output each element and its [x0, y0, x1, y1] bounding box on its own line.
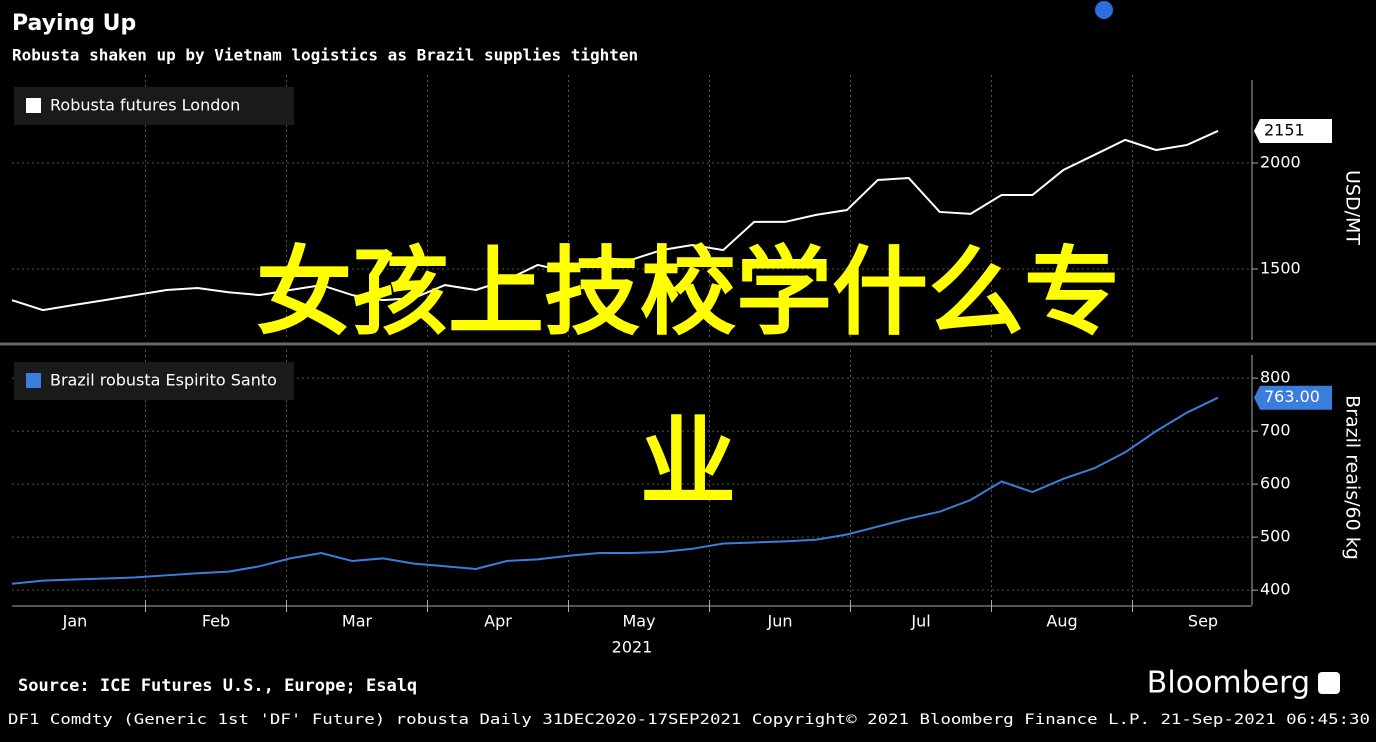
- brand-icon: [1318, 672, 1340, 694]
- source: Source: ICE Futures U.S., Europe; Esalq: [18, 676, 417, 696]
- value-label: 763.00: [1264, 387, 1320, 406]
- overlay-text: 业: [640, 409, 736, 516]
- legend-swatch: [26, 373, 41, 388]
- brand: Bloomberg: [1147, 666, 1310, 701]
- y-axis-label: USD/MT: [1342, 170, 1364, 245]
- x-tick-label: Jul: [910, 612, 930, 631]
- x-tick-label: May: [622, 612, 655, 631]
- x-tick-label: Sep: [1188, 612, 1218, 631]
- y-tick-label: 2000: [1260, 152, 1301, 171]
- y-tick-label: 500: [1260, 527, 1291, 546]
- chart-title: Paying Up: [12, 11, 136, 36]
- value-tag: [1254, 118, 1332, 143]
- legend-swatch: [26, 98, 41, 113]
- footer: DF1 Comdty (Generic 1st 'DF' Future) rob…: [8, 712, 1370, 728]
- y-tick-label: 800: [1260, 368, 1291, 387]
- x-tick-label: Jan: [62, 612, 88, 631]
- value-tag: [1254, 385, 1332, 410]
- x-tick-label: Mar: [342, 612, 373, 631]
- legend-label: Robusta futures London: [50, 96, 240, 115]
- x-year: 2021: [612, 638, 653, 657]
- x-tick-label: Feb: [202, 612, 230, 631]
- y-tick-label: 1500: [1260, 258, 1301, 277]
- legend-box: [14, 362, 294, 400]
- x-tick-label: Aug: [1046, 612, 1077, 631]
- legend-label: Brazil robusta Espirito Santo: [50, 371, 277, 390]
- x-tick-label: Jun: [767, 612, 793, 631]
- y-tick-label: 400: [1260, 580, 1291, 599]
- legend-box: [14, 87, 294, 125]
- y-axis-label: Brazil reais/60 kg: [1342, 395, 1364, 560]
- y-tick-label: 600: [1260, 474, 1291, 493]
- x-tick-label: Apr: [484, 612, 512, 631]
- value-label: 2151: [1264, 120, 1305, 139]
- line: [11, 130, 1219, 312]
- y-tick-label: 700: [1260, 421, 1291, 440]
- chart-subtitle: Robusta shaken up by Vietnam logistics a…: [12, 46, 638, 65]
- overlay-text: 女孩上技校学什么专: [256, 239, 1120, 346]
- dot: [1095, 1, 1113, 19]
- plots: Jan Feb Mar Apr May Jun Jul Aug Sep 1500 2000 USD/M…: [11, 75, 1364, 631]
- line: [11, 396, 1219, 585]
